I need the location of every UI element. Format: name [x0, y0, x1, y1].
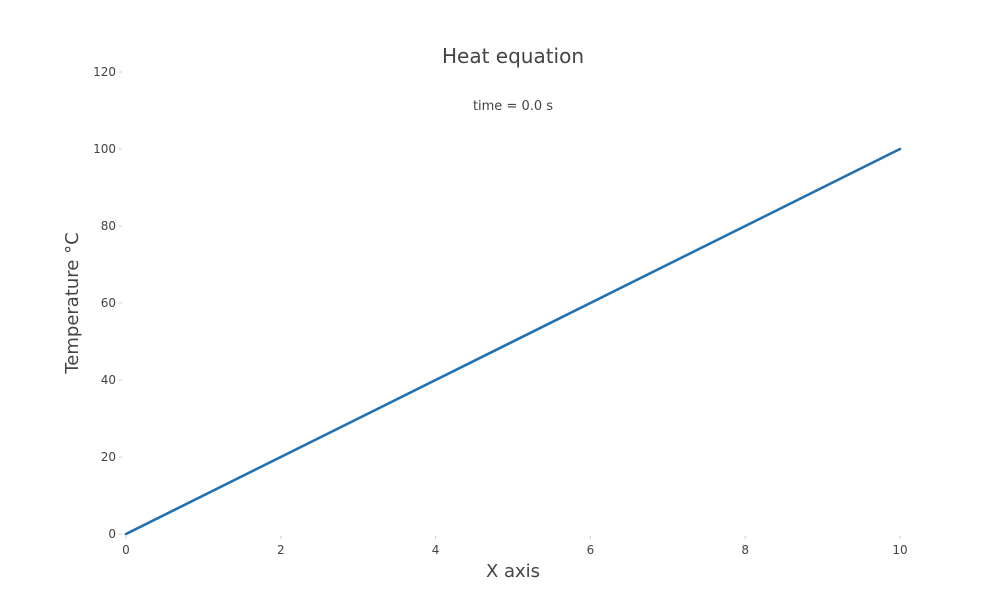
chart-subtitle: time = 0.0 s: [473, 99, 553, 114]
series-layer: [124, 147, 902, 536]
y-tick-label: 40: [101, 373, 116, 387]
y-axis-label: Temperature °C: [62, 232, 83, 374]
y-tick-label: 0: [108, 527, 116, 541]
y-tick-label: 100: [93, 142, 116, 156]
x-tick-label: 6: [587, 543, 595, 557]
y-tick-label: 80: [101, 219, 116, 233]
x-tick-label: 0: [122, 543, 130, 557]
x-tick-label: 8: [741, 543, 749, 557]
temperature-series-line: [124, 147, 902, 536]
y-tick-label: 20: [101, 450, 116, 464]
x-tick-label: 2: [277, 543, 285, 557]
x-tick-label: 10: [892, 543, 907, 557]
chart-title: Heat equation: [442, 44, 584, 68]
x-axis-ticks: 0 2 4 6 8 10: [122, 536, 908, 557]
y-axis-ticks: 0 20 40 60 80 100 120: [93, 65, 122, 541]
y-tick-label: 60: [101, 296, 116, 310]
y-tick-label: 120: [93, 65, 116, 79]
x-axis-label: X axis: [486, 561, 540, 582]
x-tick-label: 4: [432, 543, 440, 557]
